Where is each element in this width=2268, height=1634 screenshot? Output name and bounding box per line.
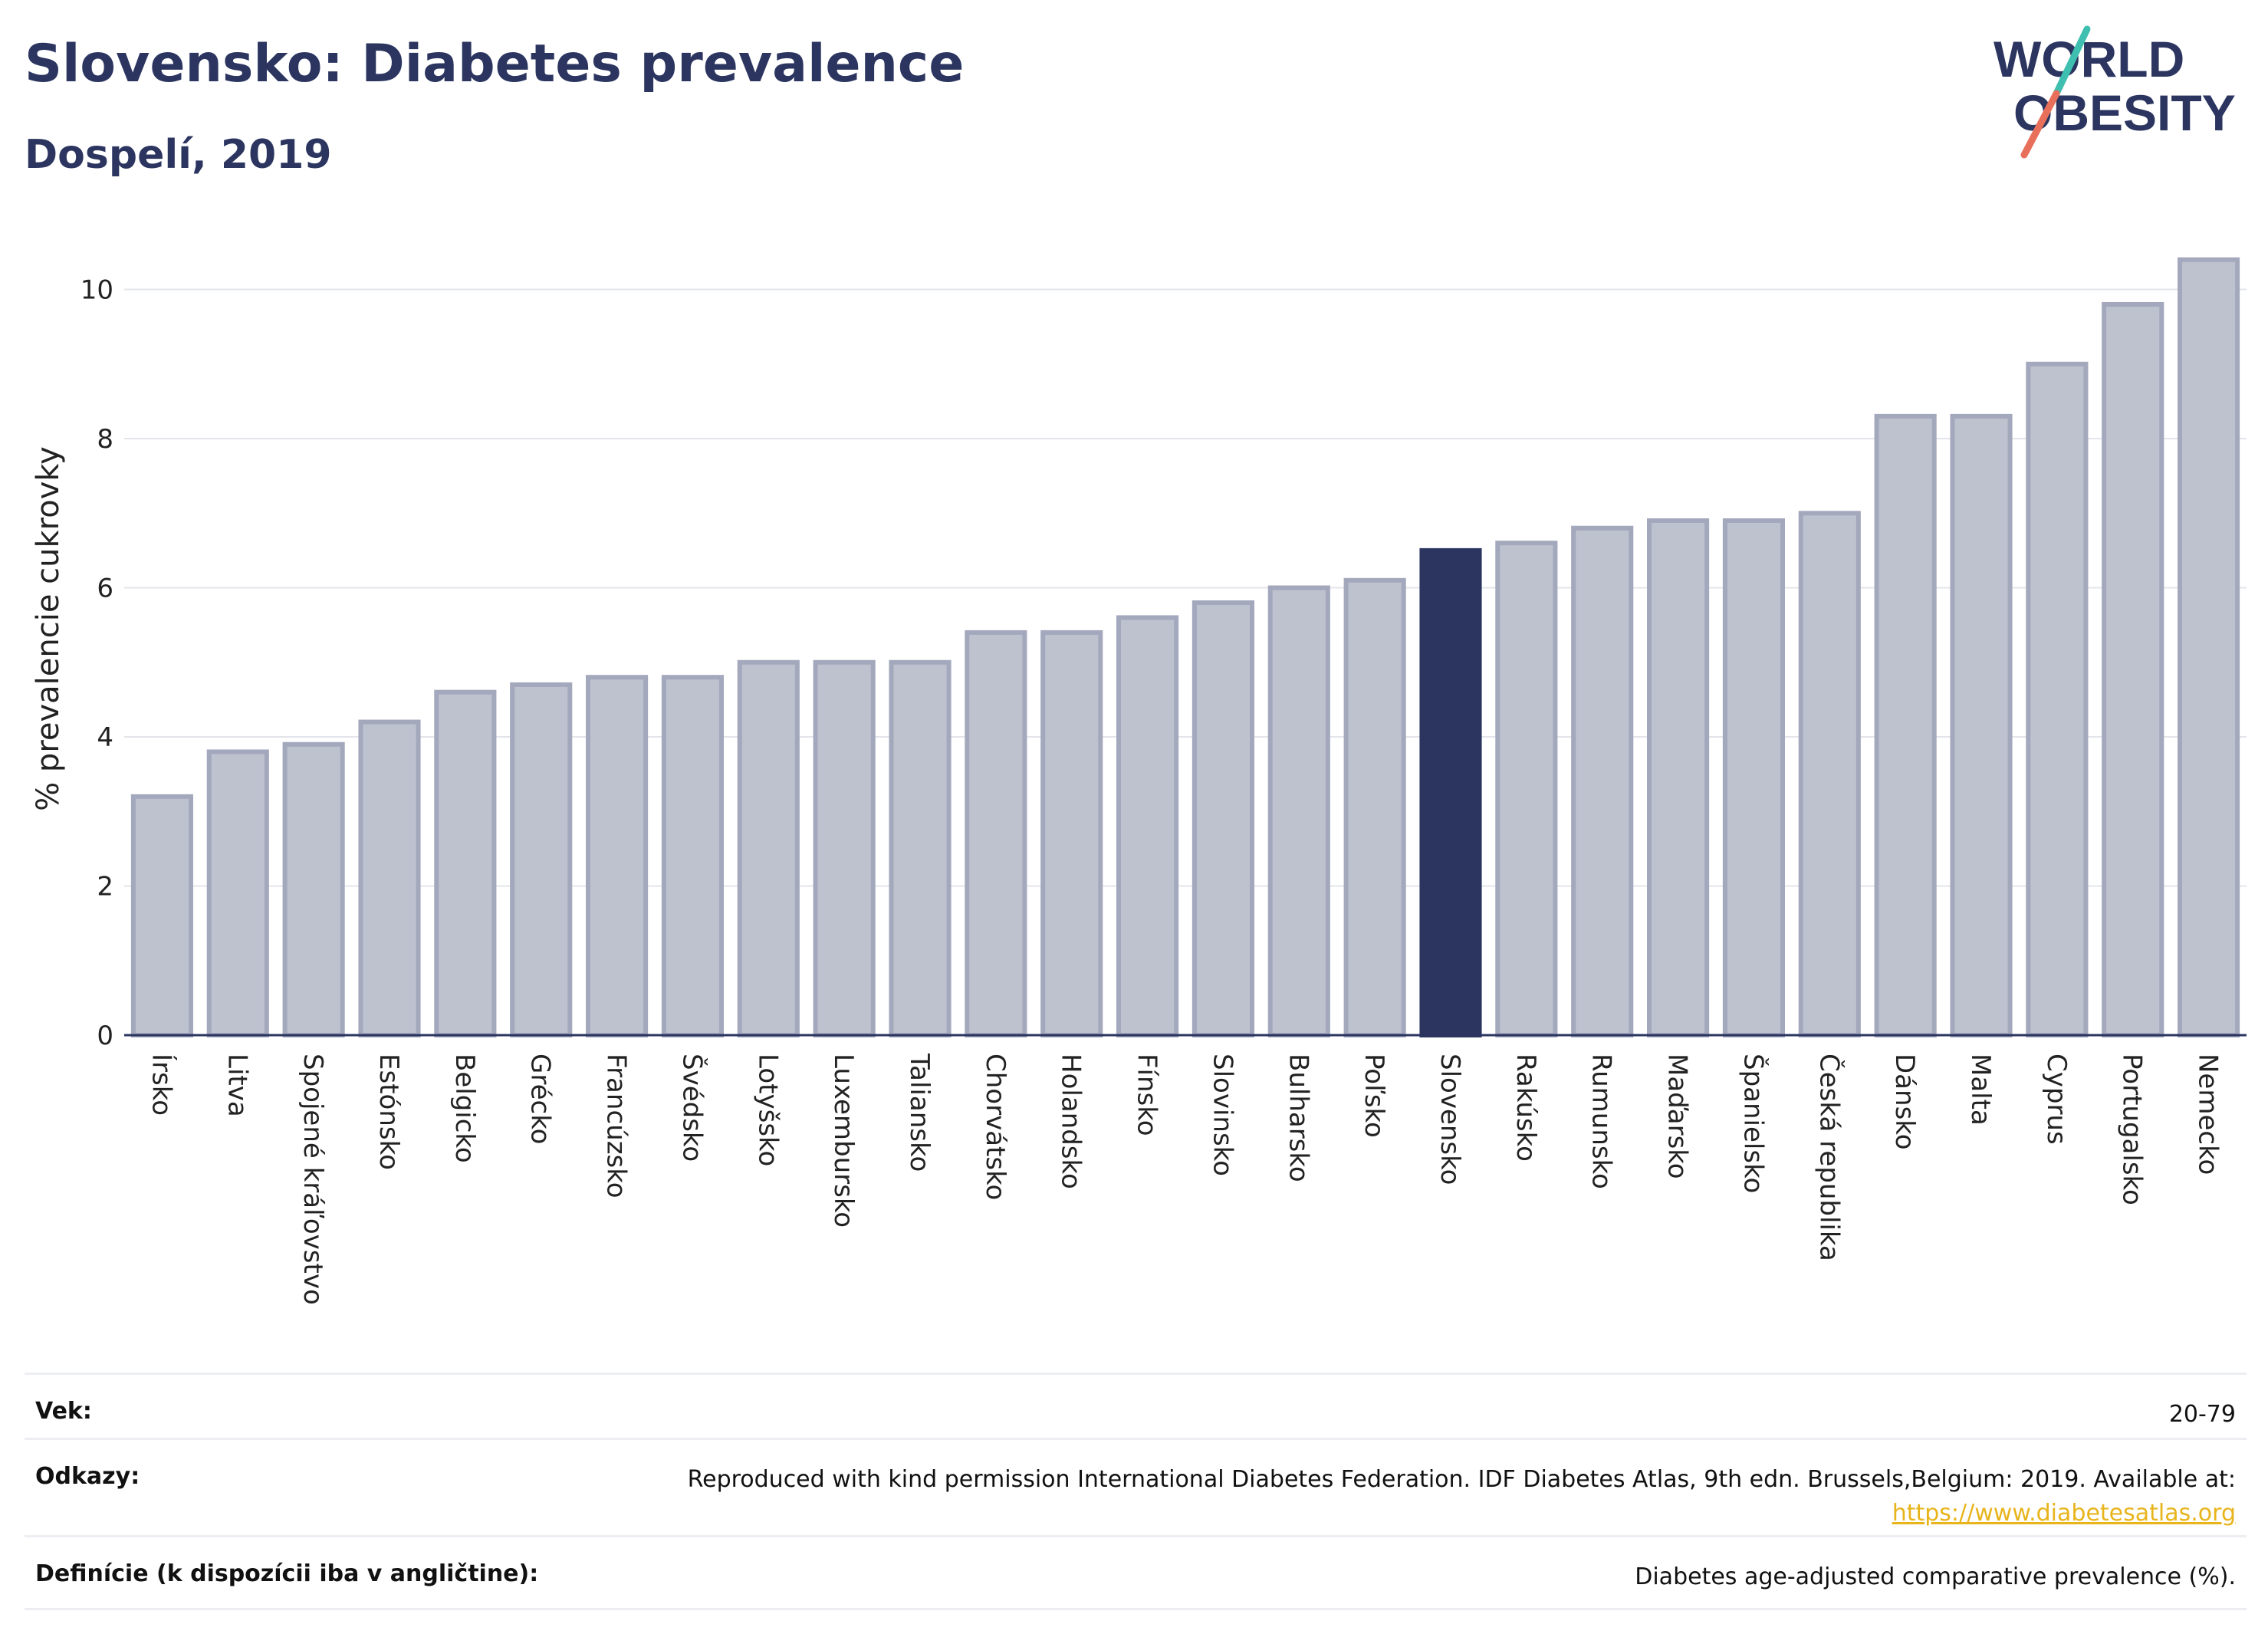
- footer-row-references: Odkazy: Reproduced with kind permission …: [25, 1438, 2247, 1535]
- x-tick-label: Dánsko: [1889, 1054, 1920, 1150]
- bar: [1571, 525, 1634, 1037]
- footer-row-age: Vek: 20-79: [25, 1373, 2247, 1438]
- x-tick-label: Holandsko: [1056, 1054, 1086, 1189]
- x-tick-label: Portugalsko: [2117, 1054, 2148, 1205]
- x-tick-label: Rumunsko: [1586, 1054, 1617, 1189]
- logo-slash-coral: [2020, 90, 2060, 159]
- x-tick-label: Španielsko: [1737, 1054, 1769, 1193]
- bar: [1040, 630, 1103, 1037]
- x-tick-label: Chorvátsko: [980, 1054, 1011, 1200]
- x-tick-label: Bulharsko: [1283, 1054, 1313, 1182]
- y-tick-label: 6: [97, 574, 113, 604]
- bar: [358, 719, 421, 1037]
- bar: [206, 749, 269, 1038]
- x-tick-label: Francúzsko: [601, 1054, 632, 1198]
- bar: [737, 659, 800, 1037]
- y-tick-label: 8: [97, 424, 113, 455]
- x-tick-label: Česká republika: [1813, 1054, 1845, 1261]
- footer-label-references: Odkazy:: [35, 1463, 140, 1490]
- x-tick-label: Luxembursko: [828, 1054, 859, 1228]
- bar: [2102, 301, 2164, 1037]
- x-tick-label: Rakúsko: [1510, 1054, 1541, 1162]
- x-tick-label: Poľsko: [1359, 1054, 1389, 1138]
- x-tick-label: Slovensko: [1435, 1054, 1465, 1185]
- footer-value-age: 20-79: [2168, 1401, 2236, 1428]
- bar: [130, 794, 193, 1038]
- x-tick-label: Fínsko: [1132, 1054, 1162, 1136]
- bar: [965, 630, 1027, 1037]
- bar-chart: 0 2 4 6 8 10 % prevalencie cukrovky Írsko Litva S…: [31, 257, 2247, 1305]
- logo-line-1: WORLD: [1994, 31, 2184, 87]
- x-tick-label: Nemecko: [2193, 1054, 2224, 1175]
- x-tick-label: Spojené kráľovstvo: [297, 1054, 328, 1305]
- x-tick-label: Maďarsko: [1662, 1054, 1693, 1179]
- bar: [586, 675, 649, 1037]
- bar: [1495, 541, 1558, 1037]
- x-tick-label: Estónsko: [373, 1054, 404, 1170]
- bar: [1192, 600, 1254, 1037]
- bar: [1116, 615, 1179, 1037]
- footer-label-age: Vek:: [35, 1398, 92, 1425]
- bar: [813, 659, 876, 1037]
- bar: [1722, 518, 1785, 1037]
- bar: [282, 741, 345, 1037]
- y-tick-label: 10: [81, 275, 113, 306]
- bar: [1950, 413, 2013, 1037]
- x-tick-label: Grécko: [525, 1054, 556, 1144]
- footer-label-definitions: Definície (k dispozícii iba v angličtine…: [35, 1560, 539, 1587]
- references-text: Reproduced with kind permission Internat…: [687, 1466, 2236, 1493]
- y-tick-label: 4: [97, 722, 113, 753]
- world-obesity-logo: WORLD OBESITY: [1994, 25, 2236, 159]
- bar: [510, 682, 573, 1037]
- x-tick-label: Lotyšsko: [752, 1054, 783, 1166]
- page-subtitle: Dospelí, 2019: [25, 132, 332, 178]
- footer-row-definitions: Definície (k dispozícii iba v angličtine…: [25, 1535, 2247, 1610]
- x-tick-label: Slovinsko: [1207, 1054, 1238, 1176]
- bar: [1419, 547, 1482, 1037]
- bar: [1874, 413, 1937, 1037]
- x-tick-label: Írsko: [146, 1054, 177, 1116]
- bar: [434, 689, 497, 1037]
- logo-slash-teal: [2053, 25, 2091, 97]
- footer-value-definitions: Diabetes age-adjusted comparative preval…: [1635, 1563, 2236, 1590]
- y-tick-label: 0: [97, 1021, 113, 1051]
- x-tick-label: Taliansko: [904, 1053, 935, 1172]
- bar: [2026, 361, 2089, 1037]
- bar: [661, 675, 724, 1037]
- logo-line-2: OBESITY: [2013, 84, 2236, 141]
- footer-table: Vek: 20-79 Odkazy: Reproduced with kind …: [25, 1373, 2247, 1610]
- x-tick-label: Cyprus: [2041, 1054, 2072, 1145]
- x-tick-label: Litva: [222, 1054, 252, 1117]
- x-tick-label: Belgicko: [449, 1054, 480, 1163]
- bar: [2178, 257, 2240, 1037]
- references-link[interactable]: https://www.diabetesatlas.org: [1892, 1500, 2236, 1527]
- bar: [1798, 511, 1861, 1037]
- x-tick-label: Malta: [1965, 1054, 1996, 1126]
- bar: [889, 659, 952, 1037]
- y-tick-label: 2: [97, 872, 113, 902]
- footer-value-references: Reproduced with kind permission Internat…: [688, 1463, 2236, 1530]
- x-tick-label: Švédsko: [676, 1054, 708, 1162]
- bar: [1267, 585, 1330, 1037]
- bar: [1343, 577, 1406, 1037]
- y-axis-label: % prevalencie cukrovky: [31, 446, 66, 811]
- page-title: Slovensko: Diabetes prevalence: [25, 34, 965, 94]
- bar: [1647, 518, 1710, 1037]
